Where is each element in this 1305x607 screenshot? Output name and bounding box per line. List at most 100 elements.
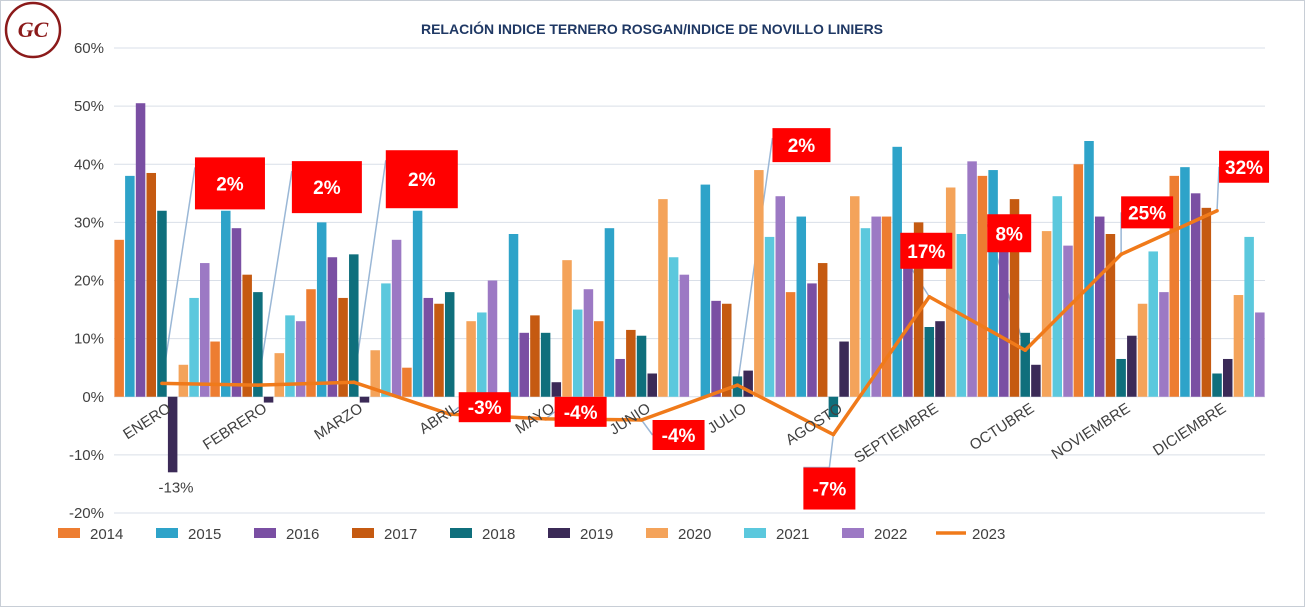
bar [881,216,892,397]
bar [935,321,945,397]
callout-box [1219,150,1270,183]
series-2021 [189,196,1254,397]
bar [1169,175,1179,397]
bar [487,280,498,397]
legend-label: 2020 [678,526,711,543]
line-point [831,432,836,437]
bar [200,263,210,397]
bar [125,175,135,397]
bar [1137,303,1148,397]
bar [316,222,327,397]
x-tick-label: FEBRERO [200,400,270,454]
legend-item-2017: 2017 [352,526,417,543]
x-tick-label: NOVIEMBRE [1049,400,1134,463]
bar [562,260,572,397]
callout: 2% [194,157,265,210]
bar [1180,167,1190,397]
legend-item-2014: 2014 [58,526,123,543]
series-2020 [178,170,1244,397]
bar [444,292,455,397]
bar [572,309,583,397]
callout: -7% [803,467,856,510]
bar [977,175,988,397]
line-point [256,383,260,387]
callout: -4% [652,420,705,450]
bar [1255,312,1265,397]
y-tick-label: 60% [74,40,104,57]
bar [519,332,529,397]
bar [1233,295,1244,397]
callout: -3% [458,392,511,423]
bar [871,216,881,397]
bar [860,228,871,397]
series-2016 [135,103,1201,397]
bar [370,350,380,397]
bar [924,327,935,397]
bar [967,161,977,397]
legend-swatch [254,528,276,538]
bar [754,170,764,397]
bar [285,315,295,397]
legend-swatch [450,528,472,538]
bar [1009,199,1020,397]
callout-box [194,157,265,210]
x-tick-label: ENERO [120,400,174,443]
bar [402,367,412,397]
y-tick-label: -10% [69,447,104,464]
bar [593,321,604,397]
line-point [160,381,164,386]
bar [253,292,263,397]
legend-swatch [744,528,766,538]
legend-swatch [548,528,570,538]
bar [828,396,839,418]
line-point [927,294,932,299]
legend-swatch [352,528,374,538]
callout: 17% [900,232,953,269]
legend-swatch [58,528,80,538]
bar [839,341,849,397]
bar [1116,358,1126,397]
bar [817,263,828,397]
legend-label: 2015 [188,526,221,543]
line-point [1023,348,1028,353]
line-point [1215,208,1219,213]
bar [1244,236,1254,397]
x-tick-label: OCTUBRE [967,400,1038,454]
legend-swatch [842,528,864,538]
legend: 2014 2015 2016 2017 2018 2019 2020 2021 2022 2023 [58,526,1005,543]
logo-ring [4,1,62,59]
logo-text: GC [18,17,49,42]
bar [114,239,124,397]
bar [242,274,252,397]
legend-label: 2023 [972,526,1005,543]
x-tick-label: JULIO [705,400,750,437]
callout-label: 2% [408,170,436,191]
line-point [447,412,452,416]
line-point [543,417,548,421]
y-tick-label: 40% [74,156,104,173]
bar [327,257,338,397]
line-point [639,418,644,422]
bar [679,274,690,397]
callout: -4% [554,396,607,427]
bar [540,332,551,397]
bar [1063,245,1073,397]
bar [700,184,711,397]
grid: -20% -10% 0% 10% 20% 30% 40% 50% 60% [69,40,1265,522]
legend-label: 2016 [286,526,319,543]
callout-box [385,150,458,209]
bar [658,199,668,397]
y-tick-label: 0% [82,389,104,406]
callout-box [987,214,1032,253]
callout-label: 17% [907,242,945,263]
bar [1222,358,1233,397]
bar [668,257,679,397]
legend-item-2022: 2022 [842,526,907,543]
callout-label: 2% [788,136,816,157]
callout: 8% [987,214,1032,253]
y-tick-label: 50% [74,98,104,115]
callout-box [803,467,856,510]
bar [945,187,956,397]
callout: 25% [1121,196,1174,229]
callout-label: -3% [468,398,502,419]
